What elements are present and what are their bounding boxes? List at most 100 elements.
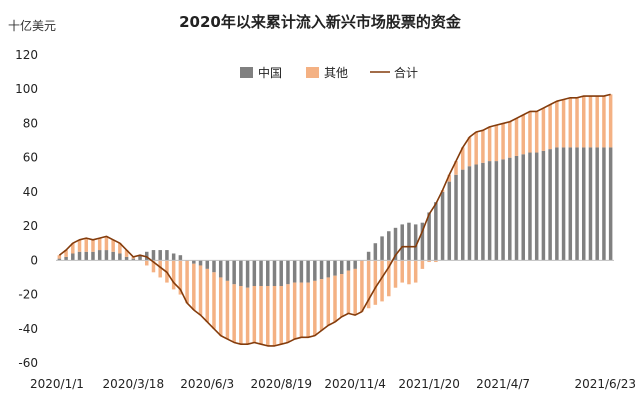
bar-other (420, 260, 425, 269)
chart-title: 2020年以来累计流入新兴市场股票的资金 (179, 13, 462, 31)
bar-china (481, 162, 485, 261)
legend-label-china: 中国 (258, 65, 282, 80)
bar-other (454, 161, 458, 175)
bar-other (225, 280, 230, 340)
x-tick-label: 2020/6/3 (180, 377, 234, 391)
bar-china (158, 250, 162, 261)
bar-other (608, 94, 613, 148)
legend-swatch-china (240, 67, 253, 78)
bar-china (541, 150, 546, 261)
bar-china (353, 260, 357, 269)
y-tick-label: -20 (18, 288, 38, 302)
legend-label-other: 其他 (324, 66, 348, 80)
bar-china (366, 251, 371, 261)
bar-other (259, 286, 263, 345)
bar-other (575, 97, 579, 148)
bar-other (360, 260, 364, 312)
bar-other (534, 111, 539, 153)
x-tick-label: 2021/4/7 (476, 377, 530, 391)
bar-china (145, 251, 149, 261)
bar-china (568, 147, 573, 261)
bar-china (420, 222, 425, 261)
bar-other (131, 256, 136, 259)
bar-other (427, 260, 431, 263)
bar-other (407, 260, 411, 285)
bar-china (387, 231, 391, 261)
bar-other (400, 260, 404, 283)
bar-china (319, 260, 324, 280)
bar-china (333, 260, 337, 276)
y-tick-label: 0 (30, 253, 38, 267)
bar-china (608, 147, 613, 261)
bar-other (104, 236, 109, 251)
bar-other (286, 284, 290, 343)
legend-swatch-other (306, 67, 319, 78)
bar-china (118, 253, 122, 261)
bar-china (346, 260, 351, 271)
bar-other (588, 96, 593, 148)
bar-other (118, 243, 122, 254)
bar-china (131, 258, 136, 261)
bar-china (393, 227, 398, 261)
bar-china (306, 260, 310, 283)
x-tick-label: 2020/3/18 (103, 377, 165, 391)
y-tick-label: 20 (23, 219, 38, 233)
bar-china (434, 202, 438, 261)
total-line-group (58, 93, 611, 347)
bar-china (454, 174, 458, 261)
legend: 中国 其他 合计 (240, 65, 418, 80)
bar-china (252, 260, 257, 286)
bar-china (575, 147, 579, 261)
bar-other (185, 260, 189, 304)
bar-other (346, 270, 351, 314)
bar-china (313, 260, 317, 281)
total-line (58, 93, 611, 347)
bar-other (467, 137, 472, 167)
bar-other (508, 121, 512, 158)
bar-other (447, 174, 452, 182)
bar-other (313, 280, 317, 336)
y-tick-label: 100 (15, 82, 38, 96)
bar-china (245, 260, 250, 288)
bar-china (380, 236, 384, 261)
bar-china (124, 256, 129, 261)
bar-china (561, 147, 566, 261)
bar-china (104, 250, 109, 261)
bar-other (487, 126, 492, 162)
bar-other (353, 268, 357, 316)
bar-china (602, 147, 606, 261)
bar-china (595, 147, 599, 261)
y-axis: -60 -40 -20 0 20 40 60 80 100 120 (15, 48, 38, 370)
bar-other (57, 255, 62, 259)
x-tick-label: 2020/8/19 (250, 377, 312, 391)
bar-other (333, 275, 337, 322)
bar-china (151, 250, 156, 261)
bar-china (521, 154, 525, 261)
bar-china (555, 147, 559, 261)
bar-other (393, 260, 398, 288)
x-tick-label: 2020/1/1 (30, 377, 84, 391)
bar-other (413, 260, 418, 283)
bar-other (245, 287, 250, 345)
bar-other (91, 239, 95, 252)
bar-other (460, 147, 465, 170)
bar-china (339, 260, 344, 275)
bar-other (272, 286, 277, 346)
unit-label: 十亿美元 (8, 18, 56, 33)
y-tick-label: -40 (18, 322, 38, 336)
bar-other (528, 111, 532, 153)
bar-china (178, 255, 183, 261)
bar-china (467, 166, 472, 261)
bar-other (366, 260, 371, 309)
bar-other (64, 250, 68, 257)
bar-china (400, 224, 404, 261)
bar-china (77, 251, 82, 261)
bar-china (447, 181, 452, 261)
bar-china (259, 260, 263, 286)
bar-other (192, 263, 196, 310)
bar-china (57, 258, 62, 261)
bar-other (84, 238, 89, 252)
bar-china (501, 159, 505, 261)
x-tick-label: 2021/1/20 (398, 377, 460, 391)
bar-other (514, 118, 519, 156)
